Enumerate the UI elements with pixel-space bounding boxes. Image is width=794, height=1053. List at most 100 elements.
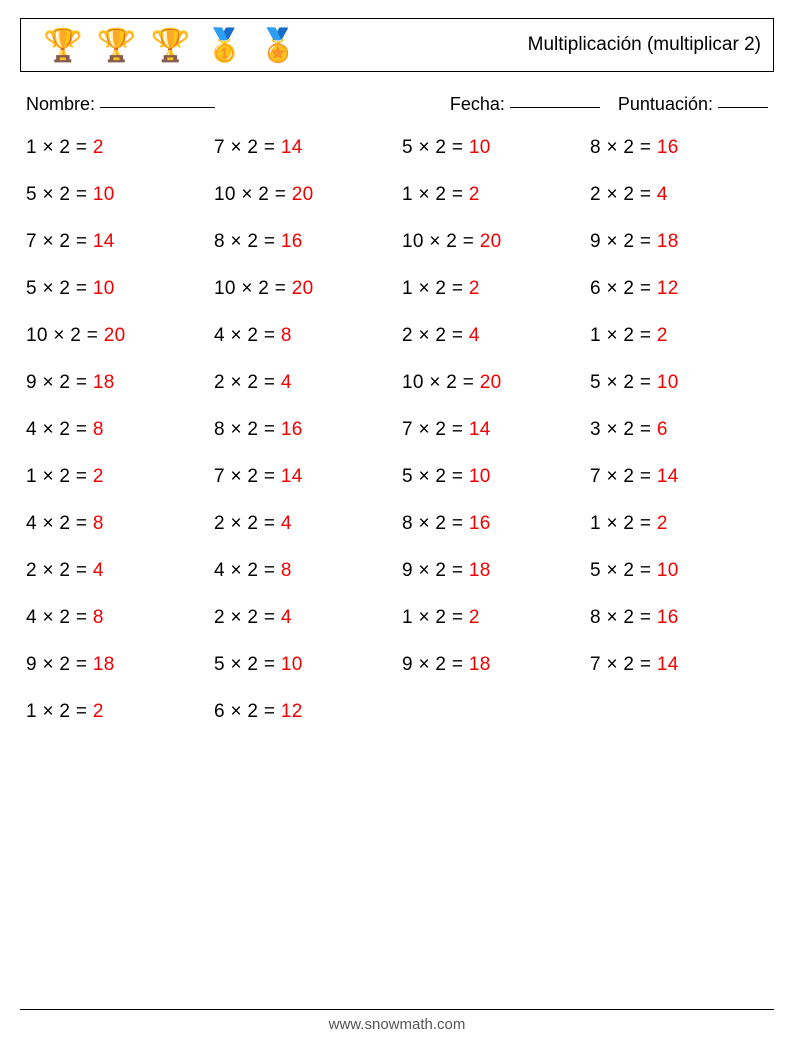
problem: 5 × 2 = 10	[590, 372, 768, 394]
meta-row: Nombre: Fecha: Puntuación:	[26, 94, 768, 115]
problem-expression: 5 × 2 =	[590, 372, 657, 393]
problem-answer: 20	[292, 278, 314, 299]
problem-answer: 20	[104, 325, 126, 346]
problem: 9 × 2 = 18	[26, 654, 204, 676]
problem-answer: 10	[469, 466, 491, 487]
date-blank-line	[510, 107, 600, 108]
problem-answer: 16	[469, 513, 491, 534]
problem-answer: 10	[281, 654, 303, 675]
problem-answer: 14	[281, 466, 303, 487]
problem-expression: 9 × 2 =	[402, 560, 469, 581]
problem: 5 × 2 = 10	[402, 466, 580, 488]
problem-answer: 2	[93, 137, 104, 158]
problem-expression: 7 × 2 =	[214, 137, 281, 158]
problem: 2 × 2 = 4	[590, 184, 768, 206]
problem-expression: 9 × 2 =	[402, 654, 469, 675]
problem-answer: 12	[657, 278, 679, 299]
problem-expression: 2 × 2 =	[214, 607, 281, 628]
problem-expression: 7 × 2 =	[214, 466, 281, 487]
problem-answer: 8	[281, 325, 292, 346]
problem-expression: 2 × 2 =	[214, 372, 281, 393]
problem-answer: 18	[469, 654, 491, 675]
problem: 9 × 2 = 18	[402, 654, 580, 676]
problem-expression: 1 × 2 =	[26, 137, 93, 158]
problems-area: 1 × 2 = 25 × 2 = 107 × 2 = 145 × 2 = 101…	[26, 137, 768, 723]
problem-expression: 10 × 2 =	[214, 278, 292, 299]
problem-answer: 10	[93, 278, 115, 299]
problem-expression: 1 × 2 =	[402, 278, 469, 299]
medal-icon: 🥇	[205, 29, 245, 61]
problem: 1 × 2 = 2	[26, 137, 204, 159]
problem-expression: 2 × 2 =	[214, 513, 281, 534]
problem-expression: 9 × 2 =	[26, 372, 93, 393]
worksheet-page: 🏆 🏆 🏆 🥇 🏅 Multiplicación (multiplicar 2)…	[0, 0, 794, 1053]
problem-expression: 10 × 2 =	[26, 325, 104, 346]
problem-expression: 5 × 2 =	[26, 278, 93, 299]
problem-expression: 1 × 2 =	[26, 701, 93, 722]
problem-answer: 10	[657, 560, 679, 581]
problem-expression: 5 × 2 =	[402, 466, 469, 487]
problem-answer: 2	[469, 184, 480, 205]
problem-answer: 14	[469, 419, 491, 440]
problem: 9 × 2 = 18	[26, 372, 204, 394]
trophy-icon: 🏆	[97, 29, 137, 61]
problem-answer: 16	[657, 137, 679, 158]
problem-expression: 1 × 2 =	[590, 513, 657, 534]
problem-expression: 1 × 2 =	[26, 466, 93, 487]
problem: 1 × 2 = 2	[26, 466, 204, 488]
problem: 6 × 2 = 12	[214, 701, 392, 723]
problem-answer: 12	[281, 701, 303, 722]
problem-answer: 2	[657, 325, 668, 346]
score-blank-line	[718, 107, 768, 108]
problem-answer: 4	[469, 325, 480, 346]
header-box: 🏆 🏆 🏆 🥇 🏅 Multiplicación (multiplicar 2)	[20, 18, 774, 72]
problem-expression: 1 × 2 =	[590, 325, 657, 346]
problems-grid: 1 × 2 = 25 × 2 = 107 × 2 = 145 × 2 = 101…	[26, 137, 768, 723]
problem-answer: 18	[93, 372, 115, 393]
problem-expression: 10 × 2 =	[402, 372, 480, 393]
worksheet-title: Multiplicación (multiplicar 2)	[528, 34, 761, 56]
problem-answer: 8	[93, 419, 104, 440]
problem-expression: 10 × 2 =	[402, 231, 480, 252]
problem-expression: 3 × 2 =	[590, 419, 657, 440]
score-field: Puntuación:	[618, 94, 768, 115]
problem-answer: 4	[93, 560, 104, 581]
problem-expression: 6 × 2 =	[214, 701, 281, 722]
problem: 4 × 2 = 8	[26, 419, 204, 441]
problem-answer: 2	[469, 278, 480, 299]
trophy-icon: 🏆	[43, 29, 83, 61]
problem: 7 × 2 = 14	[402, 419, 580, 441]
problem-expression: 4 × 2 =	[214, 325, 281, 346]
problem: 7 × 2 = 14	[590, 654, 768, 676]
problem: 7 × 2 = 14	[214, 137, 392, 159]
problem-expression: 7 × 2 =	[402, 419, 469, 440]
problem-expression: 8 × 2 =	[590, 137, 657, 158]
problem: 1 × 2 = 2	[402, 278, 580, 300]
problem-expression: 1 × 2 =	[402, 607, 469, 628]
problem: 10 × 2 = 20	[26, 325, 204, 347]
problem-answer: 14	[657, 654, 679, 675]
problem-expression: 7 × 2 =	[590, 654, 657, 675]
problem: 2 × 2 = 4	[214, 607, 392, 629]
trophy-icon: 🏆	[151, 29, 191, 61]
problem-answer: 20	[480, 372, 502, 393]
problem-expression: 2 × 2 =	[590, 184, 657, 205]
problem-expression: 4 × 2 =	[26, 513, 93, 534]
problem-expression: 5 × 2 =	[26, 184, 93, 205]
problem-answer: 4	[657, 184, 668, 205]
problem-answer: 16	[281, 419, 303, 440]
problem-answer: 16	[657, 607, 679, 628]
problem-expression: 6 × 2 =	[590, 278, 657, 299]
problem-expression: 8 × 2 =	[402, 513, 469, 534]
problem-answer: 8	[93, 513, 104, 534]
problem-answer: 4	[281, 607, 292, 628]
problem-expression: 4 × 2 =	[214, 560, 281, 581]
problem-answer: 4	[281, 513, 292, 534]
problem: 8 × 2 = 16	[214, 231, 392, 253]
problem-answer: 18	[657, 231, 679, 252]
problem-expression: 10 × 2 =	[214, 184, 292, 205]
ribbon-medal-icon: 🏅	[258, 29, 298, 61]
problem-answer: 10	[469, 137, 491, 158]
award-icon-row: 🏆 🏆 🏆 🥇 🏅	[43, 29, 298, 61]
footer-text: www.snowmath.com	[329, 1016, 466, 1033]
